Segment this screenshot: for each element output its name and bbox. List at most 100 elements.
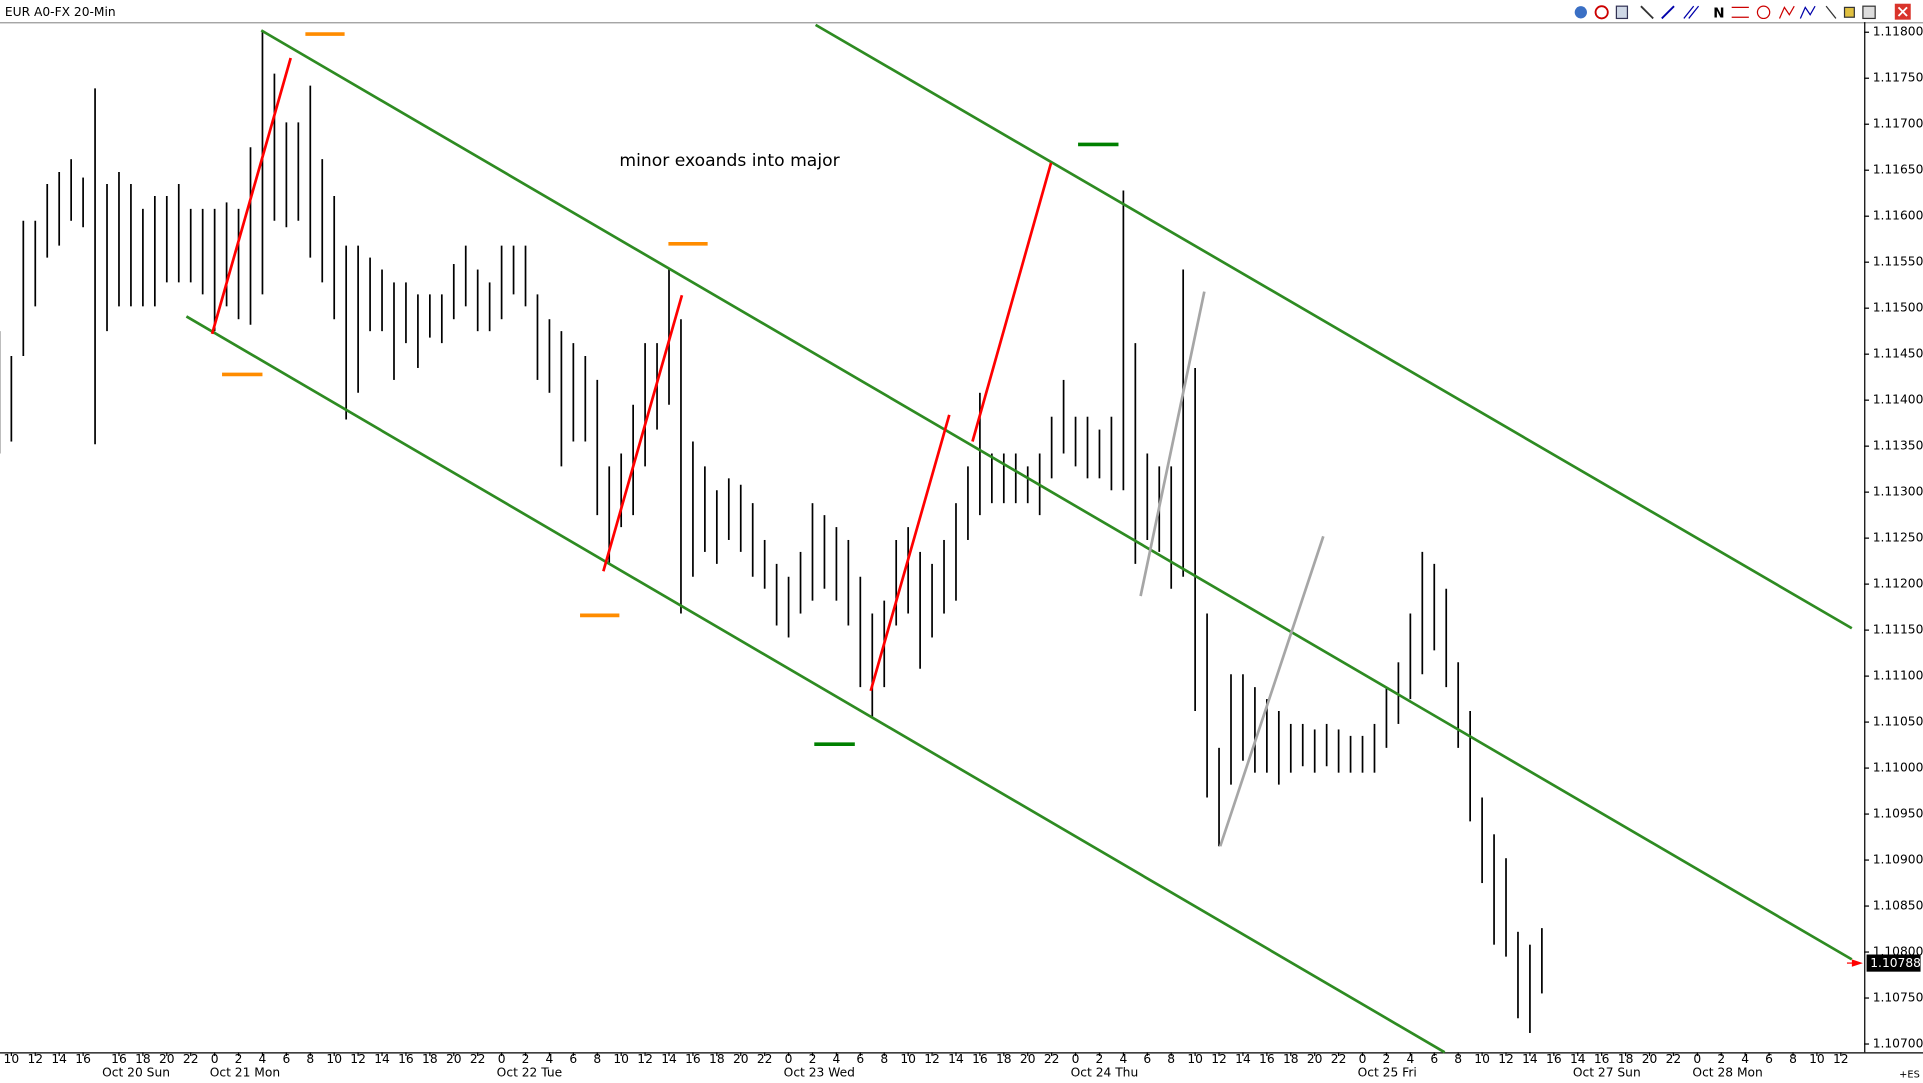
x-tick-label: 16 [1594, 1052, 1610, 1066]
y-tick-label: 1.11650 [1873, 163, 1923, 177]
x-tick-label: 12 [27, 1052, 43, 1066]
x-tick-label: 20 [446, 1052, 462, 1066]
tool-icon[interactable] [1756, 5, 1771, 20]
y-tick-label: 1.11450 [1873, 347, 1923, 361]
y-tick-label: 1.11500 [1873, 301, 1923, 315]
close-button-icon [1897, 6, 1908, 17]
y-tick-label: 1.10950 [1873, 807, 1923, 821]
x-tick-label: 14 [51, 1052, 67, 1066]
y-tick-label: 1.11100 [1873, 669, 1923, 683]
x-tick-label: 8 [880, 1052, 888, 1066]
x-tick-label: 6 [569, 1052, 577, 1066]
x-tick-label: 22 [1331, 1052, 1347, 1066]
trend-line [602, 294, 684, 572]
x-tick-label: 16 [1259, 1052, 1275, 1066]
x-tick-label: 18 [135, 1052, 151, 1066]
x-tick-label: 4 [1119, 1052, 1127, 1066]
x-tick-label: 6 [1143, 1052, 1151, 1066]
x-tick-label: 12 [637, 1052, 653, 1066]
x-tick-label: 16 [111, 1052, 127, 1066]
x-tick-label: 22 [757, 1052, 773, 1066]
y-tick-label: 1.11350 [1873, 439, 1923, 453]
x-tick-label: 22 [470, 1052, 486, 1066]
trend-line [1139, 291, 1206, 597]
plot-area [0, 23, 1853, 1054]
x-tick-label: 0 [1359, 1052, 1367, 1066]
x-tick-label: 4 [1741, 1052, 1749, 1066]
x-tick-label: 16 [398, 1052, 414, 1066]
x-tick-label: 22 [1666, 1052, 1682, 1066]
tool-icon[interactable] [1799, 5, 1816, 19]
x-tick-label: 14 [374, 1052, 390, 1066]
x-tick-label: 16 [75, 1052, 91, 1066]
x-tick-label: 4 [1406, 1052, 1414, 1066]
x-tick-label: 2 [235, 1052, 243, 1066]
x-tick-label: 0 [211, 1052, 219, 1066]
x-tick-label: 0 [1693, 1052, 1701, 1066]
x-tick-label: 4 [546, 1052, 554, 1066]
tool-icon[interactable] [1825, 5, 1837, 19]
day-label: Oct 24 Thu [1071, 1066, 1139, 1080]
y-tick-label: 1.10750 [1873, 991, 1923, 1005]
y-tick-label: 1.11800 [1873, 25, 1923, 39]
x-tick-label: 22 [183, 1052, 199, 1066]
x-tick-label: 16 [685, 1052, 701, 1066]
y-tick-label: 1.11050 [1873, 715, 1923, 729]
x-tick-label: 10 [1187, 1052, 1203, 1066]
x-tick-label: 18 [1618, 1052, 1634, 1066]
toolbar: N [1574, 3, 1911, 22]
x-tick-label: 20 [1642, 1052, 1658, 1066]
trend-line [869, 414, 951, 692]
x-tick-label: 4 [833, 1052, 841, 1066]
tool-icon[interactable] [1862, 5, 1876, 20]
x-tick-label: 14 [948, 1052, 964, 1066]
x-tick-label: 14 [1235, 1052, 1251, 1066]
y-tick-label: 1.11400 [1873, 393, 1923, 407]
x-tick-label: 4 [259, 1052, 267, 1066]
x-tick-label: 2 [522, 1052, 530, 1066]
corner-label: +ES [1899, 1069, 1920, 1080]
x-tick-label: 8 [1167, 1052, 1175, 1066]
x-tick-label: 22 [1044, 1052, 1060, 1066]
y-tick-label: 1.11550 [1873, 255, 1923, 269]
tool-icon[interactable] [1778, 5, 1795, 19]
x-tick-label: 16 [972, 1052, 988, 1066]
day-label: Oct 21 Mon [210, 1066, 280, 1080]
x-tick-label: 2 [1096, 1052, 1104, 1066]
tool-icon[interactable] [1843, 6, 1855, 18]
x-tick-label: 2 [1717, 1052, 1725, 1066]
x-tick-label: 20 [1307, 1052, 1323, 1066]
x-tick-label: 18 [709, 1052, 725, 1066]
tool-icon[interactable] [1688, 5, 1700, 19]
day-label: Oct 28 Mon [1692, 1066, 1762, 1080]
day-label: Oct 23 Wed [784, 1066, 855, 1080]
x-tick-label: 8 [1454, 1052, 1462, 1066]
day-label: Oct 25 Fri [1358, 1066, 1417, 1080]
x-tick-label: 10 [613, 1052, 629, 1066]
x-tick-label: 16 [1546, 1052, 1562, 1066]
x-tick-label: 10 [1809, 1052, 1825, 1066]
y-tick-label: 1.11750 [1873, 71, 1923, 85]
tool-icon[interactable] [1594, 5, 1609, 20]
tool-icon[interactable] [1661, 5, 1675, 20]
x-tick-label: 20 [733, 1052, 749, 1066]
tool-icon[interactable] [1683, 5, 1695, 19]
x-tick-label: 12 [350, 1052, 366, 1066]
trend-line [1218, 535, 1325, 847]
x-tick-label: 14 [1570, 1052, 1586, 1066]
tool-icon[interactable]: N [1713, 6, 1724, 22]
tool-icon[interactable] [1615, 5, 1629, 20]
y-tick-label: 1.11150 [1873, 623, 1923, 637]
x-tick-label: 6 [1765, 1052, 1773, 1066]
x-tick-label: 8 [1789, 1052, 1797, 1066]
tool-icon[interactable] [1574, 6, 1587, 19]
day-label: Oct 22 Tue [497, 1066, 562, 1080]
x-tick-label: 6 [856, 1052, 864, 1066]
x-tick-label: 8 [306, 1052, 314, 1066]
trend-line [814, 23, 1853, 630]
y-tick-label: 1.10900 [1873, 853, 1923, 867]
x-tick-label: 10 [900, 1052, 916, 1066]
tool-icon[interactable] [1640, 5, 1654, 20]
